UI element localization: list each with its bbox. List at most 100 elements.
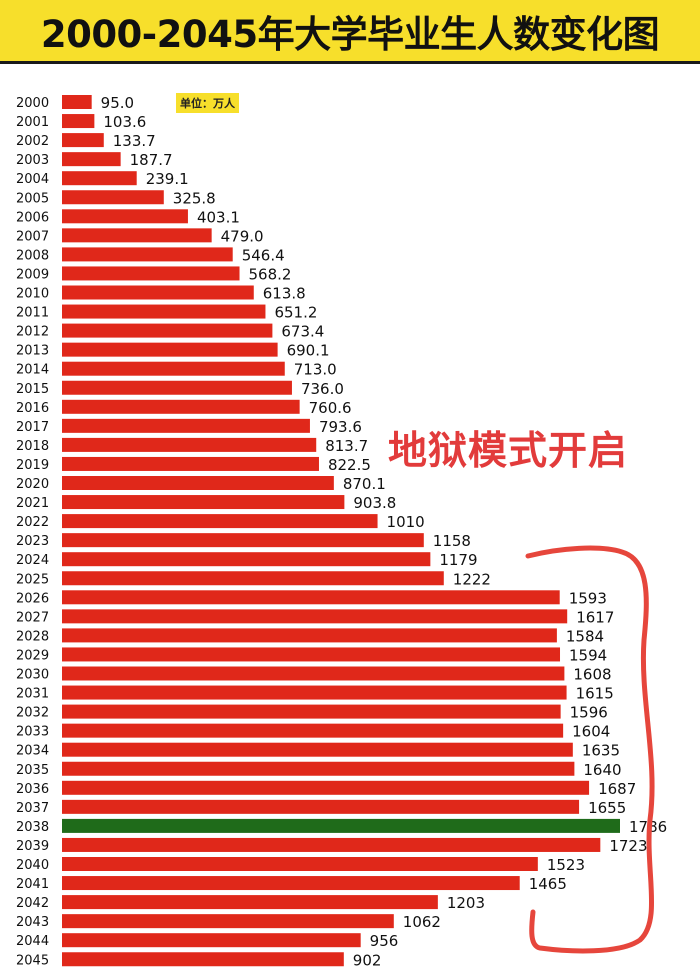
bar xyxy=(62,780,590,795)
bar xyxy=(62,418,310,433)
bar xyxy=(62,171,137,186)
year-label: 2006 xyxy=(16,210,49,225)
value-label: 822.5 xyxy=(328,456,371,474)
year-label: 2037 xyxy=(16,801,49,816)
value-label: 1158 xyxy=(433,532,471,550)
value-label: 902 xyxy=(353,951,382,968)
year-label: 2001 xyxy=(16,115,49,130)
value-label: 1655 xyxy=(588,799,626,817)
bar xyxy=(62,628,557,643)
value-label: 690.1 xyxy=(287,342,330,360)
value-label: 1786 xyxy=(629,818,667,836)
year-label: 2007 xyxy=(16,229,49,244)
value-label: 1635 xyxy=(582,742,620,760)
bar xyxy=(62,571,444,586)
year-label: 2030 xyxy=(16,668,49,683)
year-label: 2020 xyxy=(16,477,49,492)
year-label: 2041 xyxy=(16,877,49,892)
year-label: 2016 xyxy=(16,401,49,416)
value-label: 568.2 xyxy=(249,265,292,283)
value-label: 403.1 xyxy=(197,208,240,226)
value-label: 1604 xyxy=(572,723,610,741)
value-label: 793.6 xyxy=(319,418,362,436)
bar xyxy=(62,914,394,929)
bar xyxy=(62,304,266,319)
value-label: 736.0 xyxy=(301,380,344,398)
unit-badge: 单位：万人 xyxy=(176,93,239,113)
bar xyxy=(62,209,188,224)
year-label: 2010 xyxy=(16,287,49,302)
bar xyxy=(62,247,233,262)
bar xyxy=(62,114,95,129)
value-label: 760.6 xyxy=(309,399,352,417)
bar xyxy=(62,552,431,567)
year-label: 2039 xyxy=(16,839,49,854)
annotation-text: 地狱模式开启 xyxy=(388,429,629,474)
year-label: 2000 xyxy=(16,96,49,111)
value-label: 1593 xyxy=(569,589,607,607)
year-label: 2038 xyxy=(16,820,49,835)
bar xyxy=(62,742,573,757)
bar xyxy=(62,666,565,681)
bar xyxy=(62,876,520,891)
value-label: 1723 xyxy=(609,837,647,855)
bar xyxy=(62,723,564,738)
value-label: 1584 xyxy=(566,627,604,645)
value-label: 546.4 xyxy=(242,246,285,264)
year-label: 2009 xyxy=(16,267,49,282)
value-label: 95.0 xyxy=(101,94,134,112)
value-label: 479.0 xyxy=(221,227,264,245)
title-bar: 2000-2045年大学毕业生人数变化图 xyxy=(0,0,700,64)
value-label: 103.6 xyxy=(103,113,146,131)
bar xyxy=(62,895,438,910)
value-label: 956 xyxy=(370,932,399,950)
year-label: 2034 xyxy=(16,744,49,759)
value-label: 1523 xyxy=(547,856,585,874)
bar xyxy=(62,285,254,300)
value-label: 870.1 xyxy=(343,475,386,493)
value-label: 1010 xyxy=(387,513,425,531)
value-label: 1640 xyxy=(583,761,621,779)
year-label: 2025 xyxy=(16,572,49,587)
year-label: 2013 xyxy=(16,344,49,359)
bar xyxy=(62,399,300,414)
bar xyxy=(62,133,104,148)
bar xyxy=(62,647,561,662)
bar xyxy=(62,437,317,452)
value-label: 1222 xyxy=(453,570,491,588)
year-label: 2035 xyxy=(16,763,49,778)
bar xyxy=(62,495,345,510)
value-label: 1617 xyxy=(576,608,614,626)
bar xyxy=(62,228,212,243)
value-label: 903.8 xyxy=(353,494,396,512)
year-label: 2022 xyxy=(16,515,49,530)
value-label: 325.8 xyxy=(173,189,216,207)
bar xyxy=(62,533,424,548)
bar xyxy=(62,266,240,281)
bar xyxy=(62,476,334,490)
bar xyxy=(62,704,561,719)
value-label: 1615 xyxy=(576,685,614,703)
bar xyxy=(62,380,292,395)
bar xyxy=(62,95,92,109)
year-label: 2015 xyxy=(16,382,49,397)
year-label: 2036 xyxy=(16,782,49,797)
value-label: 133.7 xyxy=(113,132,156,150)
bar xyxy=(62,590,560,605)
year-label: 2033 xyxy=(16,725,49,740)
value-label: 651.2 xyxy=(274,304,317,322)
year-label: 2040 xyxy=(16,858,49,873)
year-label: 2028 xyxy=(16,629,49,644)
bar xyxy=(62,190,164,205)
value-label: 187.7 xyxy=(130,151,173,169)
value-label: 239.1 xyxy=(146,170,189,188)
year-label: 2017 xyxy=(16,420,49,435)
value-label: 1596 xyxy=(570,704,608,722)
bar xyxy=(62,609,568,624)
bar xyxy=(62,323,273,338)
year-label: 2029 xyxy=(16,648,49,663)
year-label: 2021 xyxy=(16,496,49,511)
year-label: 2024 xyxy=(16,553,49,568)
bar xyxy=(62,837,601,852)
